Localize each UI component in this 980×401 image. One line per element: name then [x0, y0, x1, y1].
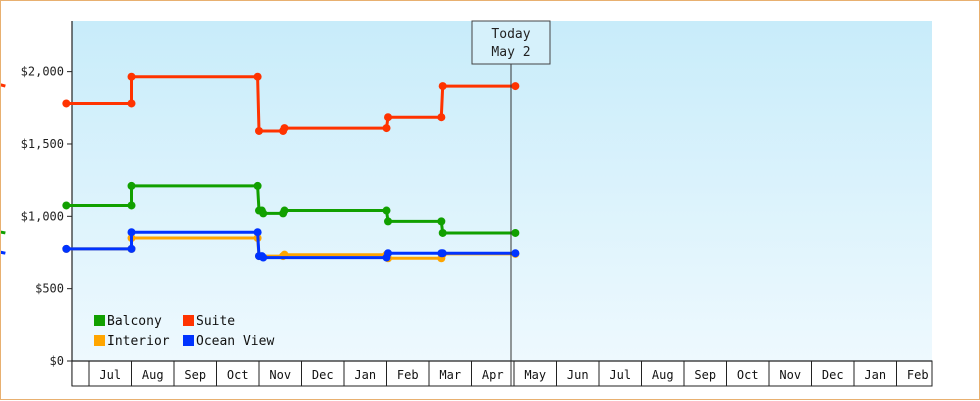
data-point: [438, 228, 447, 237]
data-point: [127, 99, 136, 108]
data-point: [127, 228, 136, 237]
data-point: [437, 113, 446, 122]
y-tick-label: $2,000: [21, 65, 64, 79]
x-tick-label: Apr: [482, 368, 504, 382]
legend-item-balcony: Balcony: [94, 314, 162, 329]
y-tick-label: $1,500: [21, 137, 64, 151]
x-tick-label: Feb: [397, 368, 419, 382]
x-tick-label: Jul: [609, 368, 631, 382]
legend-item-suite: Suite: [183, 314, 235, 329]
legend-swatch: [94, 335, 105, 346]
x-tick-label: Feb: [907, 368, 929, 382]
today-date: May 2: [491, 45, 530, 60]
x-tick-label: Jul: [99, 368, 121, 382]
data-point: [511, 249, 520, 258]
x-tick-label: Jan: [864, 368, 886, 382]
data-point: [437, 217, 446, 226]
x-tick-label: Mar: [439, 368, 461, 382]
today-box: [471, 20, 551, 65]
projection-line: [1, 83, 6, 88]
data-point: [259, 253, 268, 262]
legend-label: Interior: [107, 334, 170, 349]
y-tick-label: $1,000: [21, 209, 64, 223]
x-tick-label: Jan: [354, 368, 376, 382]
data-point: [253, 72, 262, 81]
data-point: [511, 82, 520, 91]
legend-label: Ocean View: [196, 334, 274, 349]
plot-area: [72, 21, 932, 361]
x-tick-label: Aug: [142, 368, 164, 382]
data-point: [62, 244, 71, 253]
y-tick-label: $500: [35, 282, 64, 296]
data-point: [280, 124, 289, 133]
data-point: [280, 206, 289, 215]
data-point: [253, 181, 262, 190]
x-tick-label: Dec: [312, 368, 334, 382]
y-tick-label: $0: [50, 354, 64, 368]
legend-item-interior: Interior: [94, 334, 170, 349]
x-tick-label: Nov: [269, 368, 291, 382]
data-point: [384, 113, 393, 122]
projection-line: [1, 250, 6, 255]
data-point: [62, 201, 71, 210]
data-point: [438, 249, 447, 258]
data-point: [127, 201, 136, 210]
x-tick-label: Aug: [652, 368, 674, 382]
legend-swatch: [183, 315, 194, 326]
today-label: Today: [491, 27, 530, 42]
legend-swatch: [94, 315, 105, 326]
x-tick-label: Oct: [737, 368, 759, 382]
data-point: [384, 249, 393, 258]
x-axis-strip: [71, 360, 933, 387]
x-tick-label: Sep: [184, 368, 206, 382]
data-point: [438, 82, 447, 91]
data-point: [255, 126, 263, 135]
data-point: [382, 124, 391, 133]
data-point: [127, 72, 136, 81]
series-suite: [1, 72, 520, 135]
data-point: [511, 228, 520, 237]
legend-item-ocean-view: Ocean View: [183, 334, 274, 349]
data-point: [253, 228, 262, 237]
legend-label: Suite: [196, 314, 235, 329]
data-point: [127, 181, 136, 190]
data-point: [259, 209, 268, 218]
series-line: [66, 184, 516, 235]
x-tick-label: Sep: [694, 368, 716, 382]
x-tick-label: Jun: [567, 368, 589, 382]
data-point: [382, 206, 391, 215]
data-point: [384, 217, 393, 226]
series-ocean-view: [1, 228, 520, 262]
x-tick-label: Oct: [227, 368, 249, 382]
legend-label: Balcony: [107, 314, 162, 329]
data-point: [127, 244, 136, 253]
x-tick-label: Dec: [822, 368, 844, 382]
projection-line: [1, 230, 6, 235]
x-tick-label: May: [524, 368, 546, 382]
legend-swatch: [183, 335, 194, 346]
x-tick-label: Nov: [779, 368, 801, 382]
data-point: [62, 99, 71, 108]
series-balcony: [1, 181, 520, 237]
